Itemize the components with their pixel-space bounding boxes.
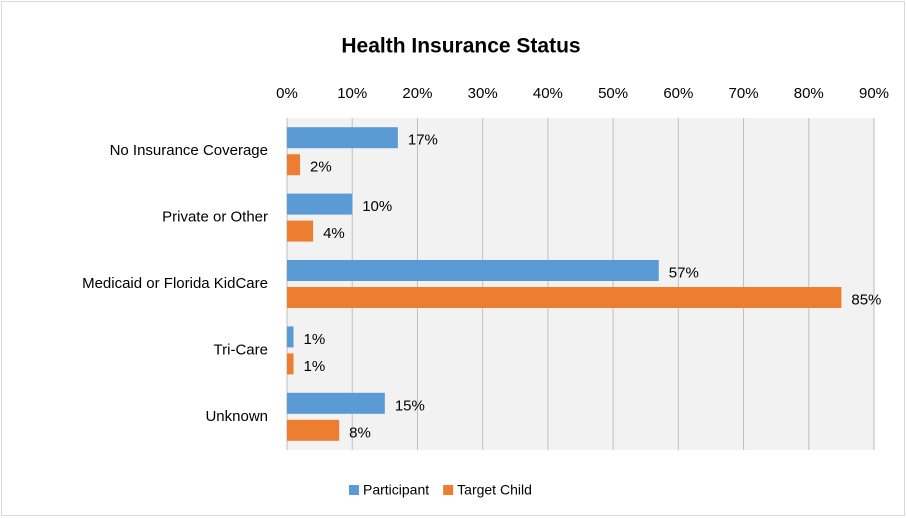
data-label: 1% xyxy=(304,331,326,348)
bar xyxy=(287,326,294,348)
data-label: 15% xyxy=(395,397,425,414)
data-label: 1% xyxy=(304,358,326,375)
bar xyxy=(287,392,385,414)
y-tick-label: Medicaid or Florida KidCare xyxy=(82,275,268,292)
x-tick-label: 40% xyxy=(533,85,563,102)
chart-title: Health Insurance Status xyxy=(341,35,580,58)
y-tick-label: Private or Other xyxy=(162,209,268,226)
bar xyxy=(287,287,842,308)
bar xyxy=(287,353,294,375)
y-tick-label: No Insurance Coverage xyxy=(110,142,268,159)
data-label: 4% xyxy=(323,225,345,242)
x-tick-label: 50% xyxy=(598,85,628,102)
y-tick-label: Tri-Care xyxy=(214,341,268,358)
legend-swatch xyxy=(349,485,359,495)
bar xyxy=(287,154,301,176)
x-tick-label: 10% xyxy=(337,85,367,102)
bar xyxy=(287,193,353,215)
legend-swatch xyxy=(443,485,454,495)
x-tick-label: 80% xyxy=(794,85,824,102)
y-tick-label: Unknown xyxy=(205,408,268,425)
x-tick-label: 70% xyxy=(729,85,759,102)
bar xyxy=(287,419,340,441)
legend-label: Target Child xyxy=(457,482,532,498)
data-label: 8% xyxy=(349,424,371,441)
data-label: 57% xyxy=(669,264,699,281)
bar xyxy=(287,127,398,149)
x-tick-label: 60% xyxy=(663,85,693,102)
data-label: 2% xyxy=(310,159,332,176)
legend-label: Participant xyxy=(363,482,429,498)
x-tick-label: 20% xyxy=(402,85,432,102)
x-tick-label: 30% xyxy=(468,85,498,102)
data-label: 17% xyxy=(408,132,438,149)
x-tick-label: 90% xyxy=(859,85,889,102)
bar xyxy=(287,220,314,242)
data-label: 10% xyxy=(362,198,392,215)
data-label: 85% xyxy=(851,291,881,308)
x-tick-label: 0% xyxy=(276,85,298,102)
bar xyxy=(287,260,659,281)
